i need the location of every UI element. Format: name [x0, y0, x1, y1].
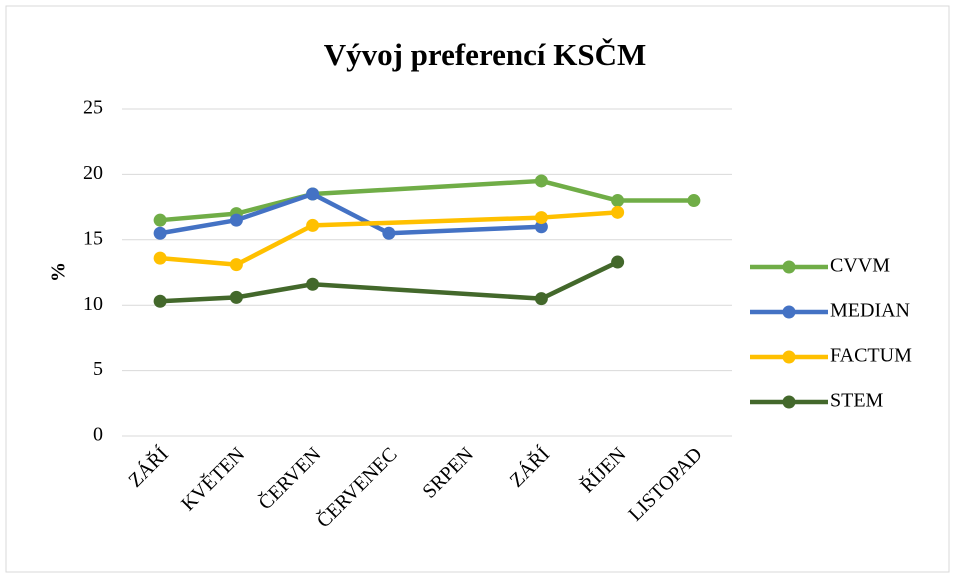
data-point [229, 213, 243, 227]
data-point [153, 251, 167, 265]
data-point [229, 290, 243, 304]
data-point [611, 205, 625, 219]
data-point [153, 294, 167, 308]
y-tick-label: 25 [83, 97, 103, 119]
legend-marker [782, 395, 796, 409]
data-point [534, 174, 548, 188]
legend-marker [782, 350, 796, 364]
y-tick-label: 0 [93, 424, 103, 446]
legend-label: STEM [830, 390, 884, 412]
chart-border [5, 5, 950, 573]
data-point [687, 194, 701, 208]
y-axis-label: % [48, 262, 70, 282]
data-point [229, 258, 243, 272]
legend-marker [782, 305, 796, 319]
y-tick-label: 20 [83, 162, 103, 184]
data-point [153, 226, 167, 240]
data-point [534, 220, 548, 234]
legend-marker [782, 260, 796, 274]
y-tick-label: 5 [93, 358, 103, 380]
data-point [611, 194, 625, 208]
data-point [153, 213, 167, 227]
y-tick-label: 10 [83, 293, 103, 315]
data-point [534, 211, 548, 225]
series-line [157, 178, 697, 223]
data-point [382, 226, 396, 240]
legend-label: MEDIAN [830, 300, 910, 322]
data-point [611, 255, 625, 269]
legend-label: CVVM [830, 255, 890, 277]
chart-title: Vývoj preferencí KSČM [324, 37, 647, 72]
data-point [306, 187, 320, 201]
data-point [534, 292, 548, 306]
data-point [306, 218, 320, 232]
legend-label: FACTUM [830, 345, 912, 367]
y-tick-label: 15 [83, 227, 103, 249]
data-point [306, 277, 320, 291]
